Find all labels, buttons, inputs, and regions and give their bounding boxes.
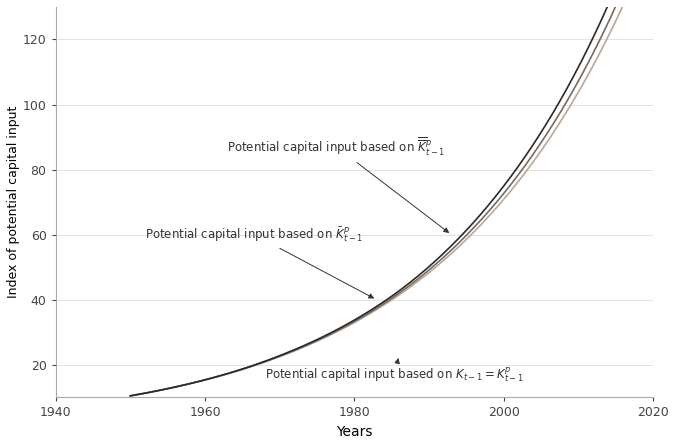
Text: Potential capital input based on $\bar{K}^{p}_{t-1}$: Potential capital input based on $\bar{K…	[145, 225, 373, 298]
X-axis label: Years: Years	[336, 425, 372, 439]
Y-axis label: Index of potential capital input: Index of potential capital input	[7, 106, 20, 298]
Text: Potential capital input based on $\overline{\overline{K}}^{p}_{t-1}$: Potential capital input based on $\overl…	[227, 136, 448, 232]
Text: Potential capital input based on $K_{t-1} = K^{p}_{t-1}$: Potential capital input based on $K_{t-1…	[265, 359, 524, 384]
